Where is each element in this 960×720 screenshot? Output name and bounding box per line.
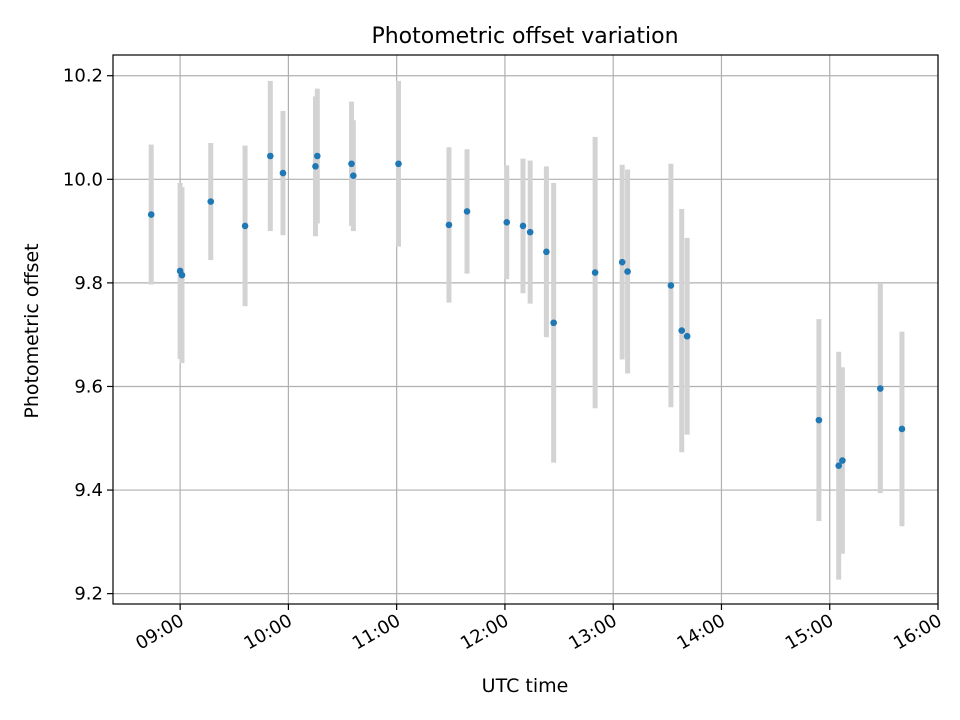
x-axis-label: UTC time (482, 675, 569, 697)
data-point (279, 169, 287, 177)
data-point (395, 160, 402, 168)
x-tick-label: 09:00 (132, 610, 187, 654)
data-point (178, 271, 186, 279)
data-point (314, 152, 321, 160)
y-tick-label: 10.2 (63, 66, 103, 87)
data-point (839, 457, 846, 464)
data-point (835, 462, 843, 470)
data-points (147, 152, 906, 470)
data-point (350, 172, 357, 179)
data-point (876, 385, 884, 392)
y-axis-label: Photometric offset (21, 243, 43, 418)
data-point (519, 222, 527, 230)
x-tick-label: 10:00 (240, 610, 295, 654)
x-tick-label: 15:00 (782, 610, 837, 654)
grid (113, 55, 939, 604)
data-point (312, 163, 319, 170)
data-point (526, 228, 534, 236)
data-point (241, 222, 249, 230)
y-tick-label: 9.4 (74, 480, 103, 501)
data-point (550, 319, 557, 327)
y-tick-label: 10.0 (63, 169, 103, 190)
data-point (678, 327, 686, 334)
x-tick-label: 13:00 (565, 610, 620, 654)
data-point (683, 332, 691, 340)
x-tick-label: 14:00 (674, 610, 729, 654)
chart-title: Photometric offset variation (371, 24, 678, 49)
data-point (207, 198, 215, 205)
x-tick-label: 11:00 (349, 610, 404, 654)
data-point (618, 258, 626, 266)
y-tick-label: 9.6 (74, 376, 103, 397)
data-point (445, 221, 453, 229)
data-point (898, 425, 906, 433)
errorbars (148, 80, 905, 580)
x-tick-label: 16:00 (890, 610, 945, 654)
data-point (667, 282, 675, 289)
y-tick-label: 9.8 (74, 273, 103, 294)
data-point (463, 208, 471, 215)
data-point (348, 160, 355, 168)
data-point (815, 416, 823, 424)
data-point (503, 218, 511, 226)
data-point (543, 248, 550, 256)
y-tick-label: 9.2 (74, 584, 103, 605)
data-point (624, 268, 631, 275)
data-point (591, 269, 599, 276)
data-point (147, 211, 155, 218)
plot-frame (112, 54, 939, 605)
y-axis-ticks: 9.2 9.4 9.6 9.8 10.0 10.2 (63, 66, 113, 605)
x-axis-ticks: 09:00 10:00 11:00 12:00 13:00 14:00 15:00 16:00 (132, 604, 946, 654)
x-tick-label: 12:00 (457, 610, 512, 654)
data-point (267, 152, 274, 160)
